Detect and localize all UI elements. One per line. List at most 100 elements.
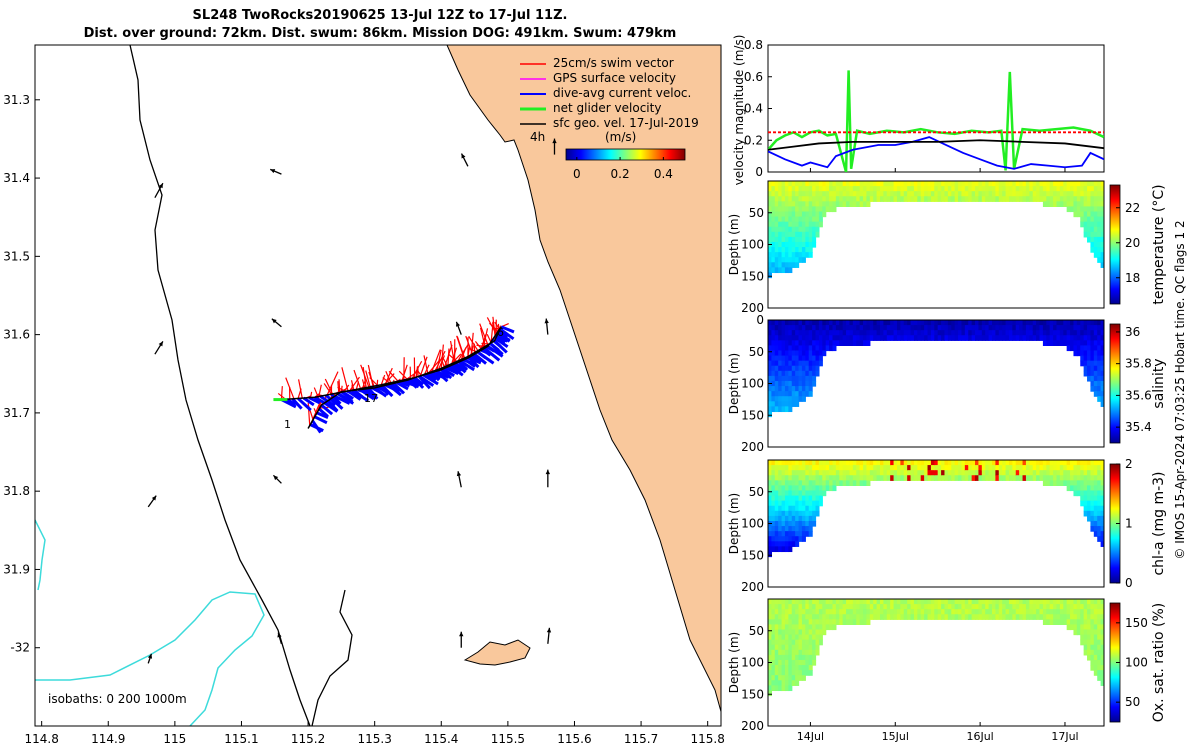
section-chlorophyll-cell	[815, 495, 820, 502]
section-chlorophyll-cell	[778, 526, 783, 532]
section-chlorophyll-cell	[927, 470, 932, 476]
section-oxygen-cell	[768, 690, 772, 697]
section-oxygen-cell	[771, 624, 776, 631]
section-temperature-cell	[1100, 216, 1104, 223]
section-chlorophyll-cell	[958, 465, 963, 471]
section-chlorophyll-cell	[784, 510, 789, 517]
section-oxygen-y-tick-label: 150	[741, 687, 764, 701]
section-oxygen-cell	[869, 604, 874, 610]
section-oxygen-cell	[815, 609, 820, 615]
section-salinity-cell	[1070, 340, 1075, 346]
section-oxygen-cell	[903, 599, 908, 605]
section-chlorophyll-cell	[805, 510, 810, 517]
section-temperature-cell	[842, 181, 847, 187]
section-temperature-cell	[1025, 196, 1030, 202]
section-temperature-cell	[795, 241, 800, 248]
section-chlorophyll-cell	[1076, 465, 1081, 471]
section-temperature-cell	[1025, 181, 1030, 187]
section-oxygen-cell	[1104, 660, 1108, 666]
section-chlorophyll-cell	[781, 536, 786, 542]
swim-vector	[424, 364, 430, 375]
section-chlorophyll-cell	[1059, 470, 1064, 476]
section-oxygen-cell	[798, 649, 803, 656]
section-chlorophyll-cell	[1036, 475, 1041, 481]
section-temperature-cell	[978, 186, 983, 192]
section-chlorophyll-cell	[863, 475, 868, 481]
section-temperature-cell	[1029, 186, 1034, 192]
section-salinity-cell	[768, 340, 772, 346]
section-chlorophyll-cell	[961, 465, 966, 471]
section-chlorophyll-cell	[1066, 470, 1071, 476]
section-oxygen-cell	[1087, 644, 1092, 651]
section-chlorophyll-cell	[913, 460, 918, 466]
section-chlorophyll-cell	[900, 470, 905, 476]
section-oxygen-cell	[1097, 624, 1102, 631]
section-temperature-cell	[1100, 191, 1104, 197]
section-chlorophyll-cell	[1093, 526, 1098, 532]
section-salinity-cell	[781, 406, 786, 413]
section-temperature-cell	[1073, 196, 1078, 202]
section-chlorophyll-cell	[818, 490, 823, 497]
section-salinity-cell	[1093, 380, 1098, 387]
section-oxygen-cell	[1097, 619, 1102, 625]
section-chlorophyll-cell	[1049, 480, 1054, 486]
section-oxygen-cell	[937, 599, 942, 605]
section-chlorophyll-cell	[873, 460, 878, 466]
section-oxygen-cell	[774, 629, 779, 636]
section-oxygen-cell	[815, 604, 820, 610]
section-chlorophyll-cell	[937, 475, 942, 481]
section-chlorophyll-cell	[805, 470, 810, 476]
section-chlorophyll-cell	[808, 460, 813, 466]
section-temperature-cell	[829, 206, 834, 213]
section-salinity-cell	[1104, 366, 1108, 372]
section-temperature-cell	[1104, 252, 1108, 258]
section-salinity-cell	[798, 386, 803, 392]
map-x-tick-label: 115.8	[690, 732, 724, 746]
section-chlorophyll-cell	[812, 520, 817, 527]
section-chlorophyll-cell	[924, 470, 929, 476]
section-salinity-cell	[1056, 330, 1061, 336]
section-chlorophyll-cell	[784, 475, 789, 481]
section-chlorophyll-cell	[846, 460, 851, 466]
section-chlorophyll-cell	[1032, 465, 1037, 471]
section-temperature-cell	[784, 201, 789, 207]
section-chlorophyll-cell	[1083, 490, 1088, 497]
section-salinity-cell	[815, 330, 820, 336]
section-chlorophyll-cell	[1073, 470, 1078, 476]
section-oxygen-cell	[1100, 624, 1104, 631]
section-oxygen-cell	[961, 604, 966, 610]
section-temperature-cell	[975, 191, 980, 197]
section-chlorophyll-cell	[801, 520, 806, 527]
section-oxygen-cell	[801, 609, 806, 615]
section-salinity-cell	[795, 365, 800, 372]
section-salinity-cell	[808, 345, 813, 352]
section-salinity-cell	[846, 320, 851, 326]
section-salinity-cell	[1087, 350, 1092, 357]
section-salinity-cell	[1005, 325, 1010, 331]
section-oxygen-cell	[1087, 604, 1092, 610]
section-chlorophyll-cell	[774, 515, 779, 522]
section-salinity-cell	[1053, 330, 1058, 336]
section-oxygen-cell	[829, 614, 834, 620]
section-chlorophyll-cell	[964, 460, 969, 466]
section-oxygen-cell	[866, 599, 871, 605]
section-oxygen-cell	[778, 639, 783, 646]
section-salinity-cell	[771, 396, 776, 402]
current-vector	[470, 354, 481, 364]
section-chlorophyll-cell	[1066, 465, 1071, 471]
section-salinity-cell	[896, 335, 901, 341]
section-chlorophyll-cell	[1015, 470, 1020, 476]
swim-vector	[423, 355, 429, 374]
section-salinity-cell	[1059, 330, 1064, 336]
section-salinity-cell	[1015, 330, 1020, 336]
section-salinity-cell	[859, 330, 864, 336]
section-salinity-cell	[778, 330, 783, 336]
section-chlorophyll-cell	[781, 541, 786, 547]
section-temperature-cell	[937, 181, 942, 187]
section-chlorophyll-cell	[1008, 465, 1013, 471]
section-oxygen-cell	[846, 614, 851, 620]
section-temperature-cell	[808, 216, 813, 223]
section-chlorophyll-cell	[1100, 536, 1104, 542]
section-chlorophyll-cell	[805, 485, 810, 492]
track-day-label: 6	[497, 326, 504, 339]
